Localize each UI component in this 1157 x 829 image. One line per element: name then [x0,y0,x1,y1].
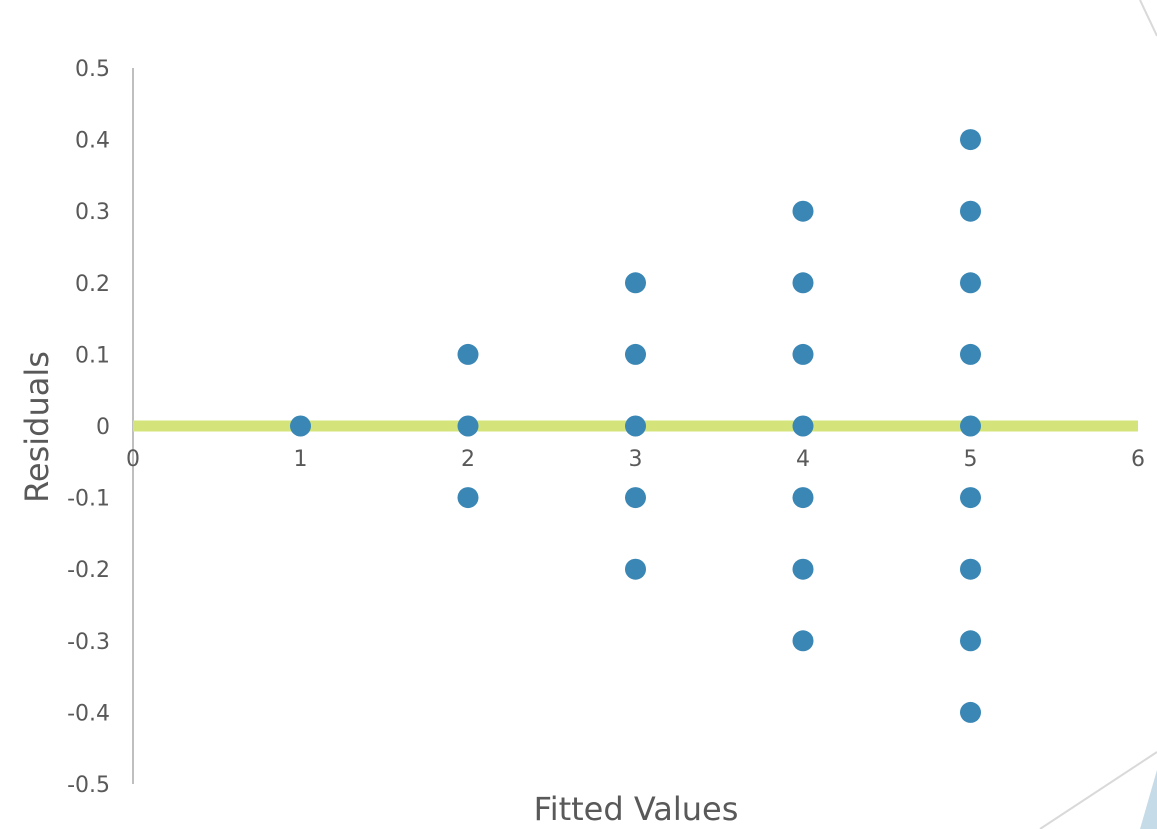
data-point [960,487,981,509]
y-tick-label: 0.5 [75,57,110,82]
x-tick-label: 6 [1131,447,1145,472]
data-point [792,343,814,365]
data-points [290,129,981,723]
data-point [960,630,981,652]
data-point [457,415,479,437]
data-point [625,558,646,580]
data-point [457,487,479,509]
x-tick-label: 3 [629,447,643,472]
y-tick-label: 0.4 [75,129,110,154]
y-tick-label: -0.4 [67,701,110,726]
data-point [290,415,311,437]
data-point [960,343,981,365]
data-point [792,415,814,437]
x-tick-label: 2 [461,447,475,472]
x-tick-label: 0 [126,447,140,472]
y-tick-label: -0.5 [67,773,110,798]
data-point [625,415,646,437]
data-point [792,200,814,222]
data-point [792,272,814,294]
data-point [960,200,981,222]
y-tick-label: -0.3 [67,630,110,655]
data-point [960,701,981,723]
data-point [960,272,981,294]
y-tick-label: -0.1 [67,487,110,512]
y-tick-label: -0.2 [67,558,110,583]
y-axis-title: Residuals [18,351,56,503]
data-point [792,630,814,652]
x-tick-labels: 0 1 2 3 4 5 6 [126,447,1145,472]
x-axis-title: Fitted Values [534,790,739,828]
decoration-line-top [1139,0,1157,37]
y-tick-label: 0.3 [75,200,110,225]
data-point [625,343,646,365]
data-point [625,272,646,294]
decoration-triangle [1140,770,1157,829]
x-tick-label: 4 [796,447,810,472]
y-tick-label: 0.1 [75,343,110,368]
y-tick-label: 0.2 [75,272,110,297]
y-tick-label: 0 [96,415,110,440]
data-point [960,129,981,151]
data-point [792,558,814,580]
x-tick-label: 5 [964,447,978,472]
decoration-line-bottom [1039,751,1157,829]
y-tick-labels: 0.5 0.4 0.3 0.2 0.1 0 -0.1 -0.2 -0.3 -0.4 -0.5 [67,57,110,798]
data-point [960,415,981,437]
slide-decoration [1039,0,1157,829]
x-tick-label: 1 [294,447,308,472]
data-point [960,558,981,580]
data-point [625,487,646,509]
data-point [457,343,479,365]
data-point [792,487,814,509]
